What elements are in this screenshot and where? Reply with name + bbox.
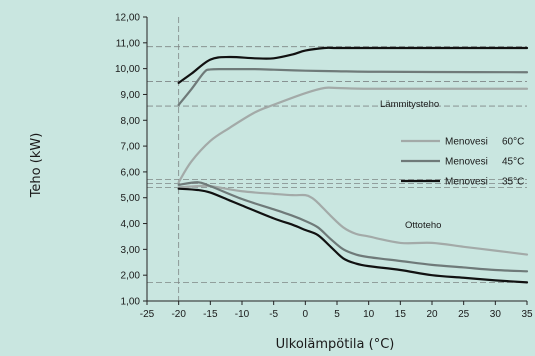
y-tick-label: 7,00 [121,142,141,153]
y-tick-label: 9,00 [121,90,141,101]
x-tick-label: 0 [303,309,309,320]
x-axis-title: Ulkolämpötila (°C) [276,337,395,352]
legend-label: Menovesi [445,177,488,188]
annotation-heating: Lämmitysteho [380,99,439,110]
series-line-cooling-35c [177,187,529,284]
y-tick-label: 8,00 [121,116,141,127]
x-tick-label: -20 [171,309,186,320]
series-line-cooling-45c [177,181,529,273]
tick-labels: 1,00 2,00 3,00 4,00 5,00 6,00 7,00 8,00 9,00 10,0… [115,13,533,321]
series-line-cooling-60c [177,184,529,256]
y-tick-label: 6,00 [121,167,141,178]
y-tick-label: 3,00 [121,245,141,256]
y-axis-title: Teho (kW) [29,133,44,199]
x-tick-label: 30 [490,309,502,320]
series-lines [177,46,529,284]
legend: Menovesi 60°C Menovesi 45°C Menovesi 35°C [401,137,524,188]
legend-temp: 35°C [502,177,524,188]
x-tick-label: 5 [334,309,340,320]
x-tick-label: -5 [269,309,278,320]
legend-temp: 45°C [502,157,524,168]
x-tick-label: 10 [363,309,375,320]
legend-label: Menovesi [445,157,488,168]
legend-label: Menovesi [445,137,488,148]
x-tick-label: -15 [203,309,218,320]
series-line-heating-60c [177,86,529,184]
y-tick-label: 2,00 [121,271,141,282]
reference-lines [147,17,527,301]
annotation-cooling: Ottoteho [405,220,441,231]
y-tick-label: 5,00 [121,193,141,204]
y-tick-label: 1,00 [121,297,141,308]
y-tick-label: 12,00 [115,13,140,24]
x-tick-label: 25 [458,309,470,320]
series-line-heating-35c [177,46,529,84]
series-line-heating-45c [177,67,529,106]
legend-temp: 60°C [502,137,524,148]
y-tick-label: 11,00 [116,38,141,49]
x-tick-label: 35 [521,309,533,320]
x-tick-label: -10 [235,309,250,320]
y-tick-label: 4,00 [121,219,141,230]
x-tick-label: -25 [140,309,155,320]
x-tick-label: 15 [395,309,407,320]
y-tick-label: 10,00 [115,64,140,75]
x-tick-label: 20 [426,309,438,320]
